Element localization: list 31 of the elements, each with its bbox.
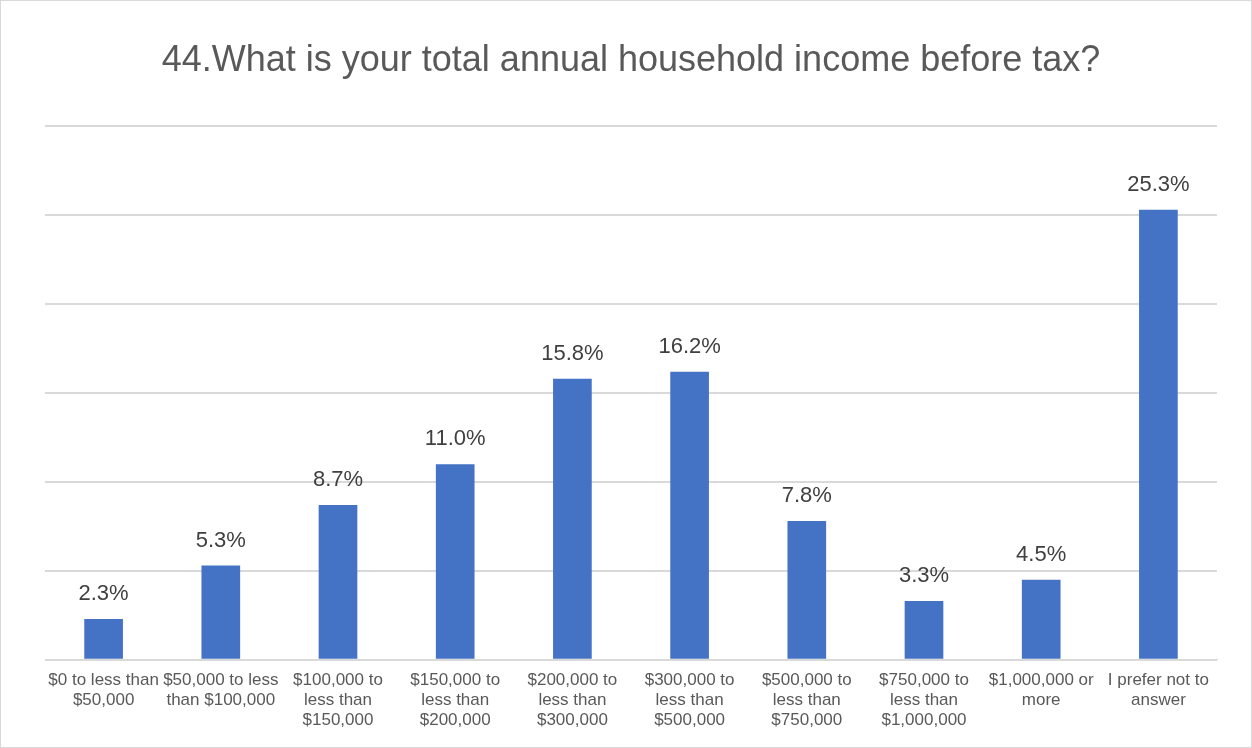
bar [904, 601, 944, 659]
x-tick-label: $1,000,000 or more [988, 669, 1094, 710]
bar [1021, 579, 1061, 659]
bar [435, 464, 475, 659]
data-label: 2.3% [78, 579, 129, 605]
data-label: 5.3% [195, 526, 246, 552]
data-label: 25.3% [1127, 170, 1190, 196]
data-label: 16.2% [658, 332, 721, 358]
x-tick-label: $500,000 to less than $750,000 [761, 669, 852, 730]
data-label: 15.8% [541, 339, 604, 365]
bar [787, 521, 827, 659]
data-label: 11.0% [424, 425, 486, 451]
x-tick-label: $0 to less than $50,000 [48, 669, 159, 710]
data-label: 7.8% [781, 482, 832, 508]
x-tick-label: $150,000 to less than $200,000 [410, 669, 501, 730]
x-tick-label: $50,000 to less than $100,000 [163, 669, 279, 710]
x-tick-label: $300,000 to less than $500,000 [644, 669, 735, 730]
bar [84, 618, 123, 659]
data-label: 8.7% [312, 466, 364, 492]
bar [201, 565, 241, 659]
x-tick-label: $200,000 to less than $300,000 [527, 669, 618, 730]
bar [553, 378, 592, 659]
data-label: 4.5% [1016, 540, 1067, 566]
bar [670, 371, 709, 659]
x-tick-label: $100,000 to less than $150,000 [293, 669, 383, 730]
bar [318, 505, 358, 659]
x-tick-label: I prefer not to answer [1107, 669, 1209, 710]
chart-title: 44.What is your total annual household income before tax? [161, 37, 1101, 79]
x-tick-label: $750,000 to less than $1,000,000 [879, 669, 969, 730]
data-label: 3.3% [898, 562, 950, 588]
bar [1139, 209, 1178, 659]
